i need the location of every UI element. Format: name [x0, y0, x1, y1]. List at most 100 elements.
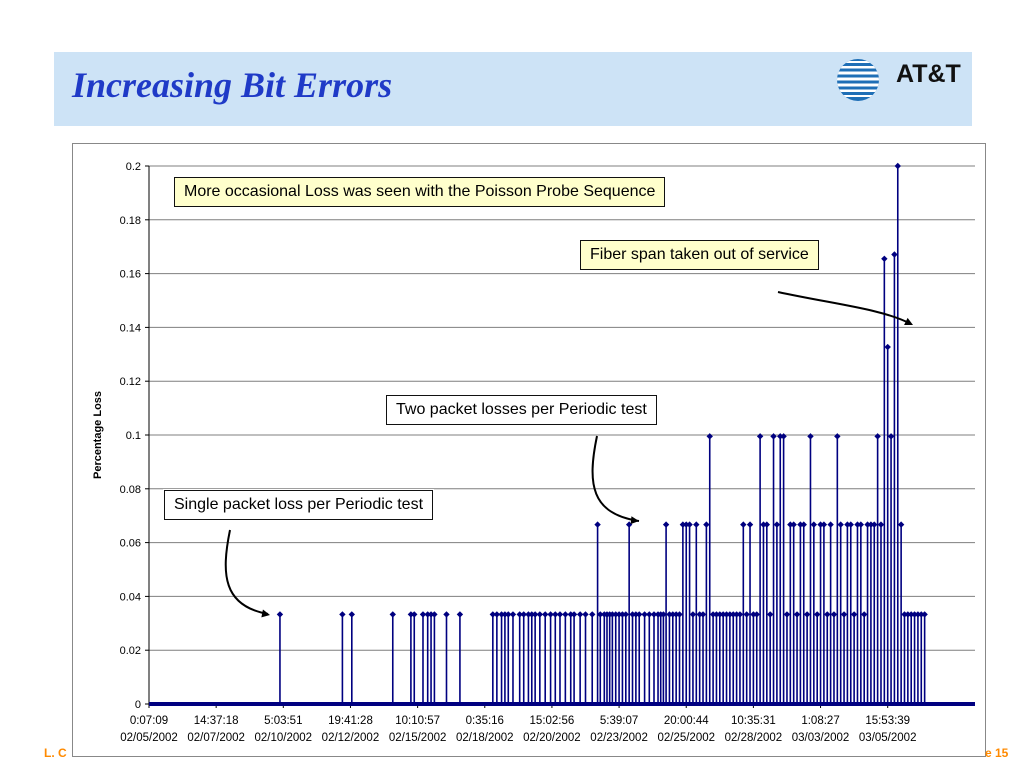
y-tick-label: 0.02 — [120, 645, 141, 657]
data-point — [348, 611, 356, 618]
data-point — [706, 433, 713, 440]
y-tick-label: 0.18 — [120, 215, 141, 227]
data-point — [813, 611, 821, 618]
arrow-single-packet-head — [261, 609, 270, 618]
data-point — [871, 521, 878, 528]
data-point — [877, 521, 885, 528]
x-tick-date: 02/23/2002 — [590, 732, 648, 744]
data-point — [629, 611, 636, 618]
x-tick-date: 02/18/2002 — [456, 732, 514, 744]
data-point — [650, 611, 658, 618]
data-point — [699, 611, 707, 618]
data-point — [864, 521, 871, 528]
x-tick-date: 02/25/2002 — [657, 732, 715, 744]
data-point — [773, 521, 781, 528]
loss-chart: 0 0.02 0.04 0.06 0.08 0.1 0.12 0.14 0.16 0.18 0.2 P… — [92, 161, 975, 744]
data-point — [830, 611, 838, 618]
data-point — [753, 611, 760, 618]
y-tick-label: 0.1 — [126, 430, 141, 442]
x-tick-time: 10:35:31 — [731, 715, 776, 727]
data-point — [407, 611, 415, 618]
data-point — [730, 611, 737, 618]
x-tick-date: 03/03/2002 — [792, 732, 850, 744]
data-point — [921, 611, 928, 618]
data-point — [857, 521, 865, 528]
arrow-fiber-span — [777, 291, 912, 325]
arrow-two-packet — [591, 435, 640, 522]
data-point — [854, 521, 861, 528]
x-tick-time: 10:10:57 — [395, 715, 440, 727]
data-point — [743, 611, 750, 618]
data-point — [676, 611, 683, 618]
data-point — [894, 162, 901, 170]
data-point — [411, 611, 418, 618]
y-axis-title: Percentage Loss — [92, 391, 104, 479]
data-point — [493, 611, 501, 618]
data-point — [570, 611, 578, 618]
x-tick-date: 02/05/2002 — [120, 732, 178, 744]
data-point — [709, 611, 717, 618]
data-point — [763, 521, 771, 528]
data-point — [723, 611, 730, 618]
data-point — [646, 611, 653, 618]
data-point — [726, 611, 734, 618]
callout-two-packet: Two packet losses per Periodic test — [386, 395, 657, 425]
data-point — [803, 611, 811, 618]
data-point — [636, 611, 643, 618]
data-point — [686, 521, 693, 528]
data-point — [427, 611, 435, 618]
data-point — [780, 433, 787, 440]
data-point — [594, 521, 601, 528]
data-point — [766, 611, 774, 618]
x-tick-date: 02/12/2002 — [322, 732, 380, 744]
data-point — [911, 611, 918, 618]
x-tick-time: 1:08:27 — [801, 715, 839, 727]
data-point — [615, 611, 623, 618]
x-tick-date: 02/28/2002 — [725, 732, 783, 744]
x-tick-time: 5:03:51 — [264, 715, 302, 727]
data-point — [612, 611, 619, 618]
data-point — [787, 521, 794, 528]
callout-fiber-span: Fiber span taken out of service — [580, 240, 819, 270]
data-point — [276, 611, 284, 618]
data-point — [489, 611, 497, 618]
y-tick-label: 0.08 — [120, 484, 141, 496]
data-point — [770, 433, 777, 440]
x-tick-time: 0:35:16 — [466, 715, 504, 727]
data-point — [837, 521, 844, 528]
y-tick-label: 0.06 — [120, 538, 141, 550]
data-point — [660, 611, 667, 618]
data-point — [683, 521, 690, 528]
att-logo: AT&T — [826, 58, 966, 102]
data-point — [625, 521, 633, 528]
callout-poisson-loss: More occasional Loss was seen with the P… — [174, 177, 666, 207]
data-point — [419, 611, 427, 618]
data-point — [908, 611, 915, 618]
y-tick-label: 0 — [135, 699, 141, 711]
data-point — [641, 611, 648, 618]
data-point — [793, 611, 801, 618]
data-point — [498, 611, 505, 618]
data-point — [672, 611, 680, 618]
callout-single-packet: Single packet loss per Periodic test — [164, 490, 434, 520]
data-point — [750, 611, 757, 618]
data-point — [834, 433, 841, 440]
x-tick-time: 14:37:18 — [194, 715, 239, 727]
data-point — [389, 611, 396, 618]
x-tick-time: 20:00:44 — [664, 715, 709, 727]
data-point — [887, 433, 895, 440]
data-point — [609, 611, 616, 618]
data-point — [589, 611, 596, 618]
data-point — [693, 521, 700, 528]
y-tick-label: 0.14 — [120, 322, 141, 334]
footer-page-number: e 15 — [985, 746, 1009, 760]
data-point — [736, 611, 744, 618]
data-point — [824, 611, 831, 618]
data-point — [820, 521, 828, 528]
data-point — [740, 521, 747, 528]
data-point — [918, 611, 925, 618]
x-tick-date: 03/05/2002 — [859, 732, 917, 744]
data-point — [567, 611, 574, 618]
data-point — [817, 521, 824, 528]
data-point — [505, 611, 512, 618]
